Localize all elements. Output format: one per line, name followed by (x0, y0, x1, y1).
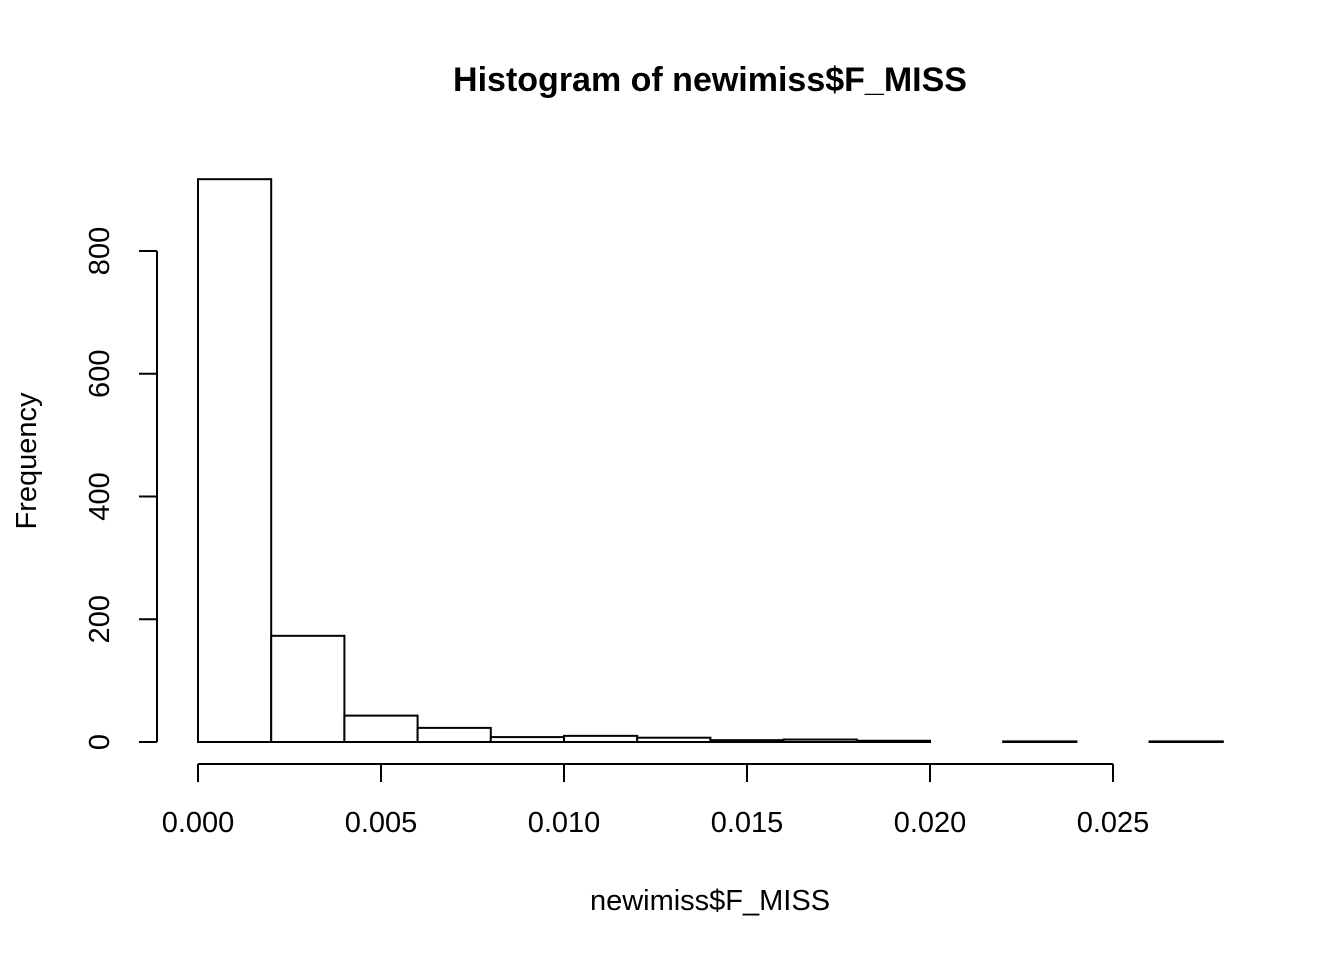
histogram-bars (197, 178, 1224, 744)
y-tick-label-4: 800 (84, 227, 116, 275)
x-axis: 0.000 0.005 0.010 0.015 0.020 0.025 (162, 763, 1150, 839)
histogram-bar-8 (782, 738, 858, 743)
histogram-bar-13 (1148, 740, 1224, 743)
histogram-bar-2 (343, 714, 419, 744)
y-tick-label-2: 400 (84, 472, 116, 520)
histogram-bar-5 (563, 734, 639, 743)
x-tick-label-3: 0.015 (711, 807, 784, 839)
y-tick-label-3: 600 (84, 350, 116, 398)
x-tick-label-4: 0.020 (894, 807, 967, 839)
x-tick-label-1: 0.005 (345, 807, 418, 839)
histogram-bar-6 (636, 736, 712, 743)
histogram-bar-4 (489, 736, 565, 744)
y-tick-label-1: 200 (84, 595, 116, 643)
x-axis-label: newimiss$F_MISS (590, 885, 830, 917)
histogram-bar-0 (197, 178, 273, 744)
y-axis: 0 200 400 600 800 (84, 227, 158, 750)
histogram-bar-1 (270, 634, 346, 743)
histogram-bar-11 (1002, 740, 1078, 743)
histogram-bar-7 (709, 739, 785, 744)
histogram-bar-9 (855, 739, 931, 744)
x-tick-label-2: 0.010 (528, 807, 601, 839)
histogram-bar-3 (416, 726, 492, 743)
y-axis-label: Frequency (11, 392, 43, 530)
x-tick-label-5: 0.025 (1077, 807, 1150, 839)
x-tick-label-0: 0.000 (162, 807, 235, 839)
chart-title: Histogram of newimiss$F_MISS (453, 61, 967, 99)
y-tick-label-0: 0 (84, 734, 116, 750)
